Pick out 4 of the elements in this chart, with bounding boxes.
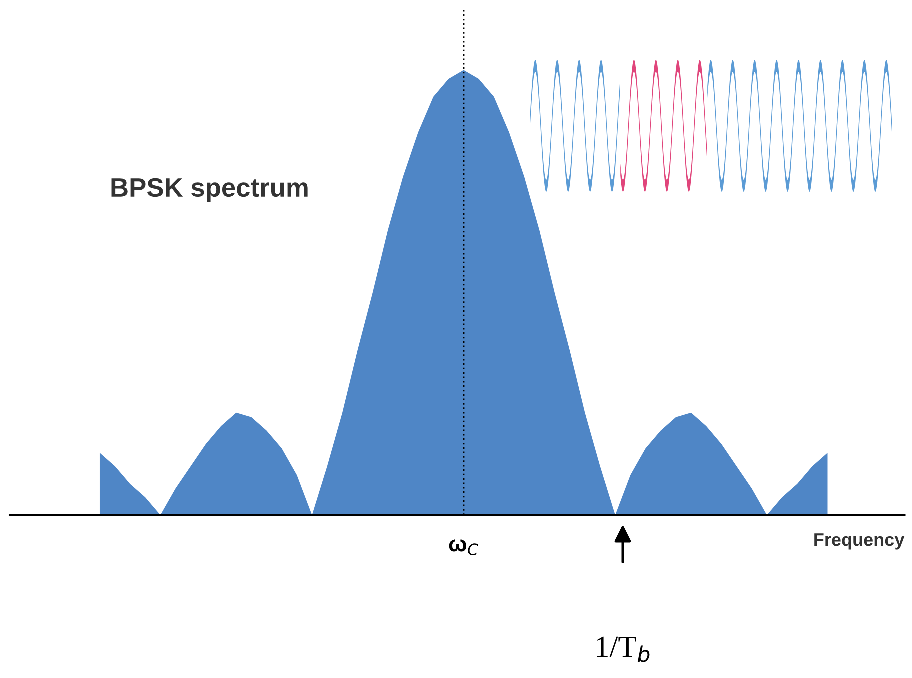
- x-axis-title: Frequency: [814, 534, 905, 550]
- text: 1/T$_{b}$: [597, 636, 650, 662]
- annotation: BPSK spectrum: [112, 178, 308, 202]
- text: ω$_{C}$: [449, 540, 478, 556]
